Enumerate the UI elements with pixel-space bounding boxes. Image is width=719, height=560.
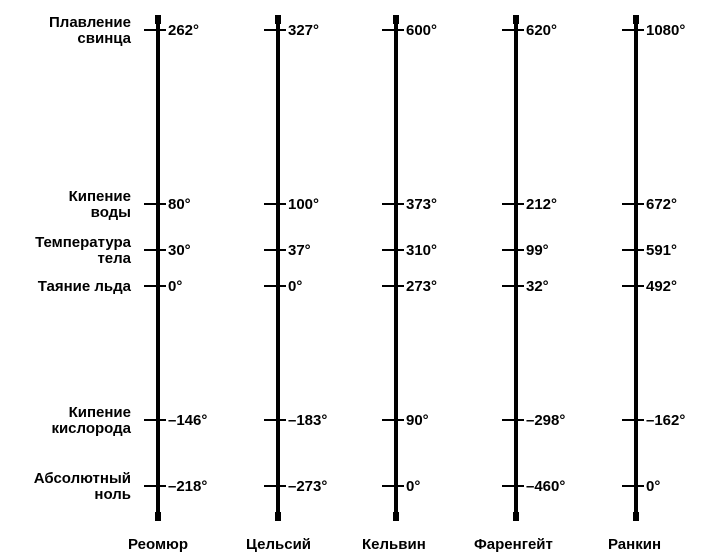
- row-label-absolute_zero: Абсолютный ноль: [1, 471, 131, 503]
- tick-rankine-lead_melting: [622, 29, 644, 31]
- value-celsius-water_boiling: 100°: [288, 196, 319, 213]
- thermometer-fahrenheit: [514, 18, 518, 518]
- tick-kelvin-water_boiling: [382, 203, 404, 205]
- value-celsius-oxygen_boiling: –183°: [288, 412, 327, 429]
- tick-kelvin-ice_melting: [382, 285, 404, 287]
- value-fahrenheit-water_boiling: 212°: [526, 196, 557, 213]
- tick-fahrenheit-water_boiling: [502, 203, 524, 205]
- value-celsius-absolute_zero: –273°: [288, 478, 327, 495]
- tick-celsius-lead_melting: [264, 29, 286, 31]
- value-rankine-ice_melting: 492°: [646, 278, 677, 295]
- tick-fahrenheit-ice_melting: [502, 285, 524, 287]
- scale-name-reaumur: Реомюр: [128, 536, 188, 553]
- value-reaumur-lead_melting: 262°: [168, 22, 199, 39]
- value-kelvin-body_temp: 310°: [406, 242, 437, 259]
- value-rankine-lead_melting: 1080°: [646, 22, 685, 39]
- tick-reaumur-body_temp: [144, 249, 166, 251]
- value-celsius-lead_melting: 327°: [288, 22, 319, 39]
- value-kelvin-ice_melting: 273°: [406, 278, 437, 295]
- value-reaumur-oxygen_boiling: –146°: [168, 412, 207, 429]
- row-label-oxygen_boiling: Кипение кислорода: [1, 405, 131, 437]
- value-rankine-oxygen_boiling: –162°: [646, 412, 685, 429]
- tick-kelvin-absolute_zero: [382, 485, 404, 487]
- row-label-body_temp: Температура тела: [1, 235, 131, 267]
- thermometer-celsius: [276, 18, 280, 518]
- tick-fahrenheit-body_temp: [502, 249, 524, 251]
- value-kelvin-water_boiling: 373°: [406, 196, 437, 213]
- tick-celsius-body_temp: [264, 249, 286, 251]
- thermometer-rankine: [634, 18, 638, 518]
- value-reaumur-absolute_zero: –218°: [168, 478, 207, 495]
- tick-celsius-ice_melting: [264, 285, 286, 287]
- tick-kelvin-oxygen_boiling: [382, 419, 404, 421]
- value-kelvin-oxygen_boiling: 90°: [406, 412, 429, 429]
- row-label-lead_melting: Плавление свинца: [1, 15, 131, 47]
- thermometer-reaumur: [156, 18, 160, 518]
- tick-fahrenheit-lead_melting: [502, 29, 524, 31]
- value-fahrenheit-lead_melting: 620°: [526, 22, 557, 39]
- scale-name-celsius: Цельсий: [246, 536, 311, 553]
- tick-celsius-absolute_zero: [264, 485, 286, 487]
- tick-reaumur-oxygen_boiling: [144, 419, 166, 421]
- tick-celsius-oxygen_boiling: [264, 419, 286, 421]
- tick-kelvin-body_temp: [382, 249, 404, 251]
- value-fahrenheit-absolute_zero: –460°: [526, 478, 565, 495]
- value-fahrenheit-oxygen_boiling: –298°: [526, 412, 565, 429]
- row-label-ice_melting: Таяние льда: [1, 279, 131, 295]
- tick-rankine-body_temp: [622, 249, 644, 251]
- value-fahrenheit-ice_melting: 32°: [526, 278, 549, 295]
- scale-name-rankine: Ранкин: [608, 536, 661, 553]
- scale-name-fahrenheit: Фаренгейт: [474, 536, 553, 553]
- tick-celsius-water_boiling: [264, 203, 286, 205]
- tick-reaumur-water_boiling: [144, 203, 166, 205]
- scale-name-kelvin: Кельвин: [362, 536, 426, 553]
- value-kelvin-absolute_zero: 0°: [406, 478, 420, 495]
- tick-reaumur-absolute_zero: [144, 485, 166, 487]
- value-rankine-body_temp: 591°: [646, 242, 677, 259]
- value-reaumur-ice_melting: 0°: [168, 278, 182, 295]
- value-celsius-body_temp: 37°: [288, 242, 311, 259]
- tick-reaumur-ice_melting: [144, 285, 166, 287]
- thermometer-kelvin: [394, 18, 398, 518]
- value-celsius-ice_melting: 0°: [288, 278, 302, 295]
- tick-reaumur-lead_melting: [144, 29, 166, 31]
- value-rankine-absolute_zero: 0°: [646, 478, 660, 495]
- tick-kelvin-lead_melting: [382, 29, 404, 31]
- value-rankine-water_boiling: 672°: [646, 196, 677, 213]
- value-reaumur-body_temp: 30°: [168, 242, 191, 259]
- temperature-scales-diagram: Плавление свинца Кипение воды Температура …: [0, 0, 719, 560]
- tick-rankine-oxygen_boiling: [622, 419, 644, 421]
- value-reaumur-water_boiling: 80°: [168, 196, 191, 213]
- row-label-water_boiling: Кипение воды: [1, 189, 131, 221]
- tick-fahrenheit-absolute_zero: [502, 485, 524, 487]
- tick-rankine-water_boiling: [622, 203, 644, 205]
- tick-fahrenheit-oxygen_boiling: [502, 419, 524, 421]
- tick-rankine-absolute_zero: [622, 485, 644, 487]
- value-fahrenheit-body_temp: 99°: [526, 242, 549, 259]
- tick-rankine-ice_melting: [622, 285, 644, 287]
- value-kelvin-lead_melting: 600°: [406, 22, 437, 39]
